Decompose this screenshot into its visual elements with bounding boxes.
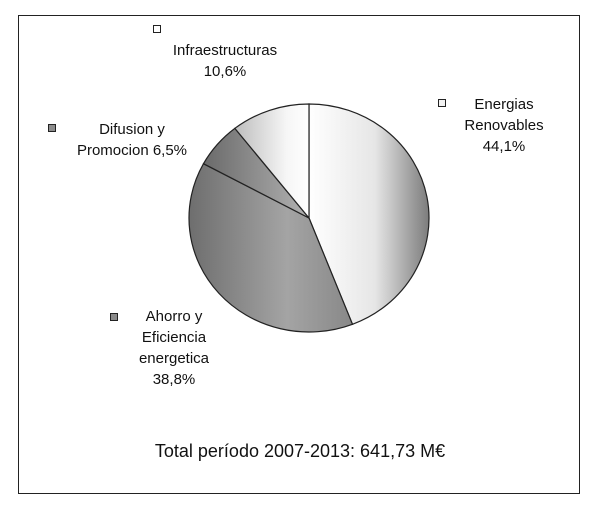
- slice-label-infraestructuras: Infraestructuras 10,6%: [155, 40, 295, 82]
- legend-marker-ahorro: [110, 313, 118, 321]
- slice-label-line: Difusion y: [99, 121, 165, 138]
- slice-label-ahorro: Ahorro y Eficiencia energetica 38,8%: [119, 306, 229, 390]
- slice-energias: [308, 103, 430, 326]
- slice-label-line: Renovables: [464, 117, 544, 134]
- slice-label-energias: Energias Renovables 44,1%: [449, 94, 559, 157]
- slice-label-line: Promocion 6,5%: [76, 142, 188, 159]
- slice-infraestructuras: [233, 103, 310, 220]
- slice-ahorro: [188, 162, 354, 333]
- slice-label-line: Infraestructuras: [172, 42, 278, 59]
- legend-marker-infraestructuras: [153, 25, 161, 33]
- slice-label-line: Ahorro y: [145, 308, 203, 325]
- pie-chart: [188, 103, 430, 333]
- slice-label-line: Energias: [474, 96, 534, 113]
- legend-marker-energias: [438, 99, 446, 107]
- total-caption: Total período 2007-2013: 641,73 M€: [154, 441, 446, 461]
- slice-label-difusion: Difusion y Promocion 6,5%: [57, 119, 207, 161]
- legend-marker-difusion: [48, 124, 56, 132]
- slice-label-line: Eficiencia: [141, 329, 207, 346]
- slice-label-line: 38,8%: [152, 371, 196, 388]
- slice-label-line: 10,6%: [203, 63, 247, 80]
- slice-label-line: energetica: [138, 350, 210, 367]
- chart-frame: Energias Renovables 44,1% Ahorro y Efici…: [18, 15, 580, 494]
- slice-label-line: 44,1%: [482, 138, 526, 155]
